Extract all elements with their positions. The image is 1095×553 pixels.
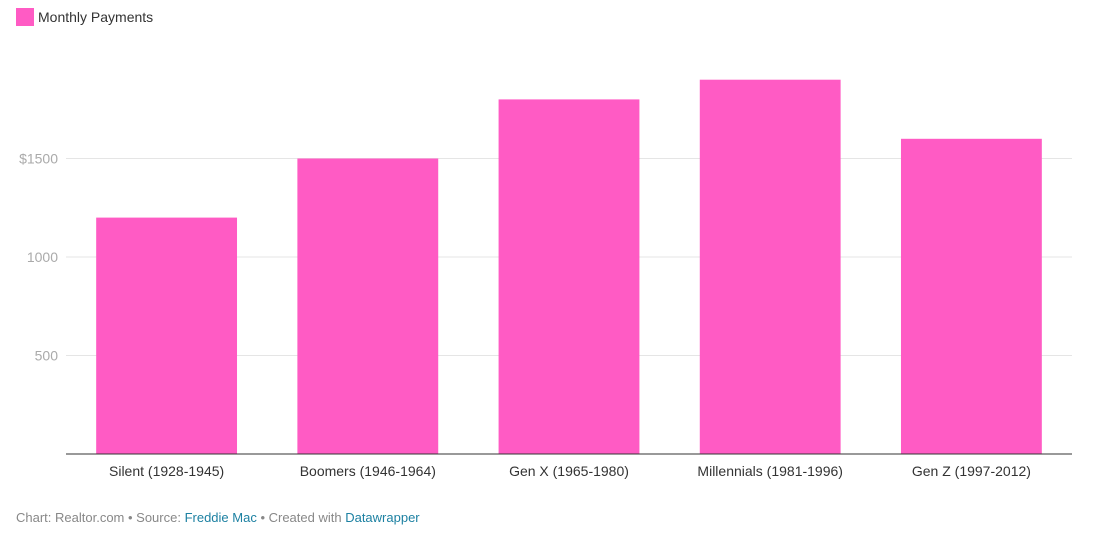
bar [699,79,841,454]
footer-created-prefix: Created with [268,510,346,525]
footer-source-prefix: Source: [136,510,185,525]
bar [96,217,238,454]
x-tick-label: Silent (1928-1945) [109,463,224,479]
legend: Monthly Payments [16,8,153,26]
datawrapper-link[interactable]: Datawrapper [345,510,420,525]
x-tick-label: Boomers (1946-1964) [300,463,436,479]
x-tick-label: Gen Z (1997-2012) [912,463,1031,479]
x-tick-label: Gen X (1965-1980) [509,463,629,479]
bar [900,138,1042,455]
footer-separator: • [124,510,137,525]
y-tick-label: 500 [35,348,59,364]
bar [297,158,439,454]
footer-chart-credit: Chart: Realtor.com [16,510,125,525]
bar-chart: 500 1000 $1500 Silent (1928-1945) Boomers (1… [19,79,1072,479]
bar [498,99,640,455]
legend-label: Monthly Payments [38,9,154,25]
x-tick-label: Millennials (1981-1996) [697,463,843,479]
source-link[interactable]: Freddie Mac [184,510,257,525]
chart-footer: Chart: Realtor.com • Source: Freddie Mac… [16,510,420,525]
y-tick-label: $1500 [19,151,58,167]
legend-swatch [16,8,34,26]
y-tick-label: 1000 [27,249,58,265]
footer-separator: • [256,510,269,525]
